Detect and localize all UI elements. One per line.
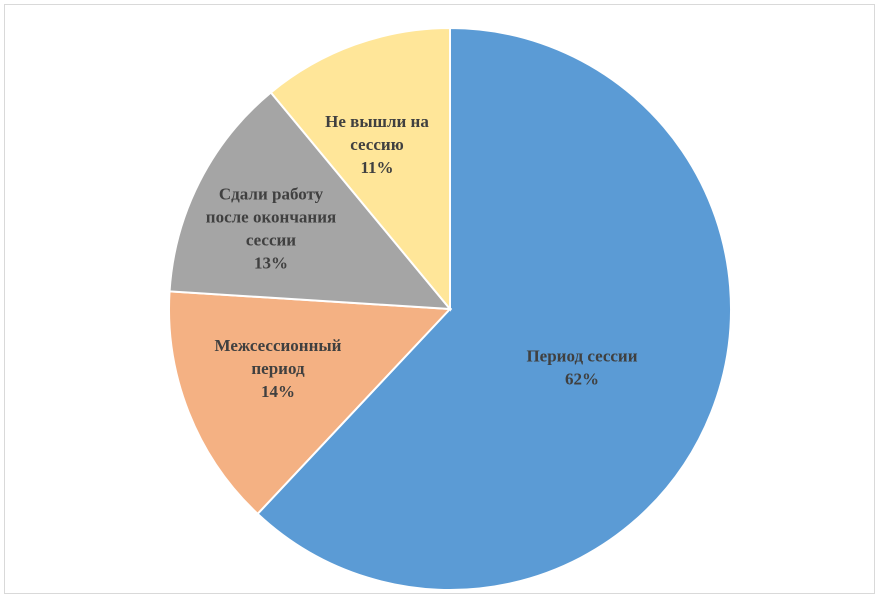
pie-category-label: сессии bbox=[246, 230, 296, 249]
pie-value-label: 13% bbox=[254, 253, 288, 272]
pie-slices bbox=[169, 28, 731, 590]
pie-value-label: 11% bbox=[360, 158, 393, 177]
pie-category-label: Межсессионный bbox=[215, 336, 342, 355]
pie-category-label: Сдали работу bbox=[219, 184, 324, 203]
pie-category-label: сессию bbox=[350, 135, 403, 154]
pie-category-label: период bbox=[251, 359, 305, 378]
pie-category-label: Не вышли на bbox=[325, 112, 429, 131]
pie-category-label: после окончания bbox=[206, 207, 336, 226]
pie-category-label: Период сессии bbox=[526, 346, 637, 365]
pie-value-label: 62% bbox=[565, 369, 599, 388]
pie-value-label: 14% bbox=[261, 382, 295, 401]
